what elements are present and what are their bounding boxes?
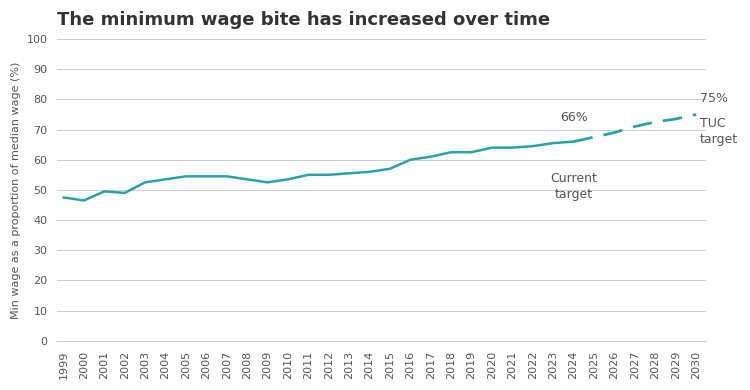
Text: The minimum wage bite has increased over time: The minimum wage bite has increased over… xyxy=(58,11,550,29)
Text: 66%: 66% xyxy=(560,110,587,124)
Text: 75%: 75% xyxy=(700,92,728,105)
Text: Current
target: Current target xyxy=(550,172,597,201)
Text: TUC
target: TUC target xyxy=(700,117,738,147)
Y-axis label: Min wage as a proportion of median wage (%): Min wage as a proportion of median wage … xyxy=(11,61,21,319)
